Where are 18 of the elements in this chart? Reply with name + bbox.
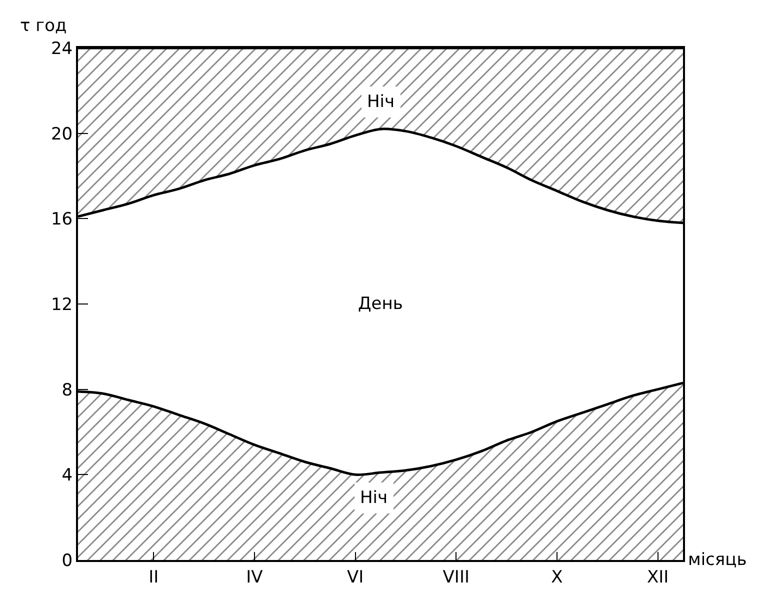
y-tick-label: 24 bbox=[50, 38, 73, 59]
y-tick-label: 0 bbox=[62, 550, 73, 571]
annotation: День bbox=[358, 294, 403, 314]
y-tick-label: 16 bbox=[50, 210, 73, 230]
annotation: Ніч bbox=[367, 92, 395, 112]
annotation: Ніч bbox=[360, 488, 388, 508]
y-tick-label: 4 bbox=[62, 466, 73, 486]
y-tick-label: 8 bbox=[62, 380, 73, 400]
x-tick-label: VI bbox=[346, 567, 364, 588]
x-tick-label: II bbox=[148, 567, 159, 588]
y-tick-label: 20 bbox=[50, 124, 73, 144]
x-tick-label: IV bbox=[246, 567, 264, 588]
x-tick-label: VIII bbox=[442, 567, 470, 588]
x-tick-label: XII bbox=[646, 567, 669, 588]
y-tick-label: 12 bbox=[50, 294, 73, 315]
x-axis-title: місяць bbox=[688, 550, 747, 570]
y-axis-title: τ год bbox=[20, 16, 67, 36]
x-tick-label: X bbox=[551, 567, 564, 588]
